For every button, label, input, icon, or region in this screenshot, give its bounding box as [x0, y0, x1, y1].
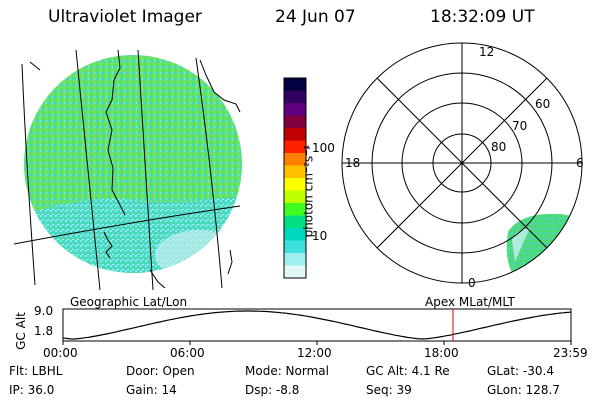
time-tick-1800: 18:00: [424, 346, 459, 360]
colorbar-band: [284, 140, 306, 154]
polar-plot: [341, 42, 583, 284]
info-door: Door: Open: [126, 364, 195, 378]
colorbar-band: [284, 128, 306, 141]
info-gcalt: GC Alt: 4.1 Re: [366, 364, 450, 378]
app-title: Ultraviolet Imager: [48, 7, 202, 27]
info-glat: GLat: -30.4: [487, 364, 554, 378]
altitude-plot: [62, 308, 572, 345]
time-tick-2359: 23:59: [553, 346, 588, 360]
colorbar-band: [284, 190, 306, 204]
alt-tick-9: 9.0: [34, 304, 54, 318]
colorbar-band: [284, 90, 306, 104]
geographic-panel-label: Geographic Lat/Lon: [70, 295, 188, 309]
time-tick-0600: 06:00: [170, 346, 205, 360]
colorbar-band: [284, 228, 306, 241]
info-mode: Mode: Normal: [245, 364, 329, 378]
colorbar-unit-label: photon cm⁻²s⁻¹: [301, 144, 316, 238]
lat-label-60: 60: [535, 97, 551, 111]
colorbar-band: [284, 153, 306, 166]
info-gain: Gain: 14: [126, 383, 177, 397]
colorbar-band: [284, 253, 306, 266]
info-seq: Seq: 39: [366, 383, 412, 397]
lat-label-80: 80: [491, 140, 507, 154]
geographic-grid-lines: [13, 49, 241, 291]
geographic-disk-image: [24, 55, 242, 273]
lat-label-70: 70: [512, 119, 528, 133]
colorbar-band: [284, 215, 306, 229]
info-dsp: Dsp: -8.8: [245, 383, 300, 397]
colorbar-band: [284, 115, 306, 129]
colorbar-band: [284, 165, 306, 179]
time-tick-0000: 00:00: [43, 346, 78, 360]
info-ip: IP: 36.0: [9, 383, 55, 397]
colorbar: [283, 77, 310, 279]
colorbar-band: [284, 240, 306, 254]
time-label: 18:32:09 UT: [430, 7, 535, 27]
date-label: 24 Jun 07: [275, 7, 356, 27]
mlt-label-18: 18: [345, 156, 361, 170]
colorbar-tick-100: 100: [312, 141, 335, 155]
info-glon: GLon: 128.7: [487, 383, 560, 397]
mlt-label-12: 12: [479, 45, 495, 59]
altitude-ylabel: GC Alt: [13, 312, 28, 350]
colorbar-band: [284, 203, 306, 216]
colorbar-band: [284, 78, 306, 91]
time-tick-1200: 12:00: [297, 346, 332, 360]
mlt-label-0: 0: [468, 276, 476, 290]
colorbar-band: [284, 265, 306, 279]
apex-panel-label: Apex MLat/MLT: [425, 295, 515, 309]
alt-tick-1-8: 1.8: [34, 324, 54, 338]
colorbar-tick-10: 10: [312, 229, 328, 243]
mlt-label-6: 6: [576, 156, 584, 170]
colorbar-band: [284, 178, 306, 191]
colorbar-band: [284, 103, 306, 116]
info-flt: Flt: LBHL: [9, 364, 63, 378]
